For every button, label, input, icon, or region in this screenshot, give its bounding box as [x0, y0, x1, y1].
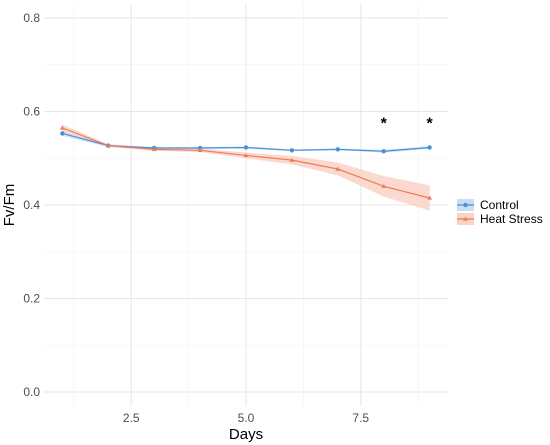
significance-annotations: * * [381, 116, 434, 133]
significance-asterisk: * [427, 116, 434, 133]
heat-stress-point [335, 166, 341, 171]
legend-marker-control [463, 202, 468, 208]
control-point [289, 148, 295, 153]
y-tick-label: 0.6 [23, 105, 40, 119]
y-tick-label: 0.8 [23, 11, 40, 25]
y-axis-tick-labels: 0.0 0.2 0.4 0.6 0.8 [23, 11, 40, 399]
y-tick-label: 0.0 [23, 385, 40, 399]
series-markers [59, 125, 433, 200]
x-axis-tick-labels: 2.5 5.0 7.5 [123, 411, 370, 425]
y-tick-label: 0.2 [23, 291, 40, 305]
legend-label-heat-stress: Heat Stress [480, 212, 543, 226]
control-point [335, 147, 341, 152]
x-tick-label: 5.0 [238, 411, 255, 425]
control-point [427, 145, 432, 150]
heat-stress-point [105, 143, 111, 148]
heat-stress-point [427, 195, 433, 200]
x-axis-title: Days [229, 426, 263, 443]
x-tick-label: 7.5 [352, 411, 369, 425]
control-point [381, 149, 386, 154]
legend-marker-heat-stress [463, 216, 468, 221]
heat-stress-point [243, 153, 249, 158]
y-axis-title: Fv/Fm [1, 184, 18, 227]
heat-stress-point [289, 157, 295, 162]
heat-stress-point [151, 146, 157, 152]
major-gridlines [44, 4, 448, 406]
heat-stress-point [197, 147, 203, 153]
significance-asterisk: * [381, 116, 388, 133]
y-tick-label: 0.4 [23, 198, 40, 212]
heat-stress-point [59, 125, 65, 130]
legend-label-control: Control [480, 198, 519, 212]
x-tick-label: 2.5 [123, 411, 140, 425]
heat-stress-point [381, 183, 387, 188]
control-point [243, 145, 249, 150]
control-point [60, 131, 65, 136]
